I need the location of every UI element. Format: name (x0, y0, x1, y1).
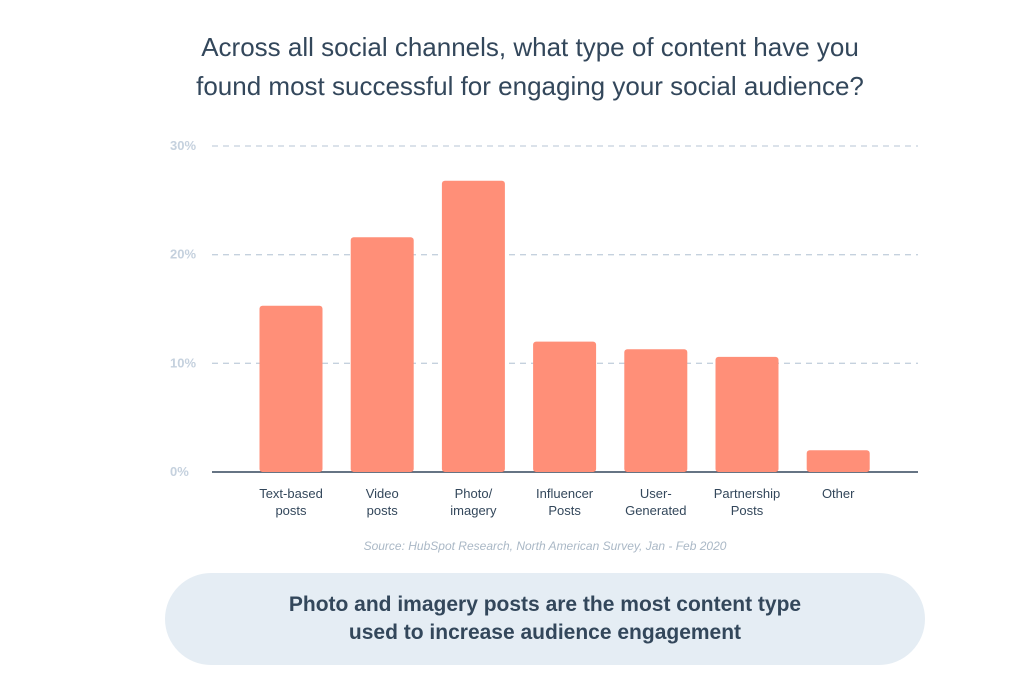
y-tick-label: 30% (170, 138, 196, 153)
bar (350, 237, 414, 472)
y-tick-label: 20% (170, 247, 196, 262)
y-tick-label: 0% (170, 464, 189, 479)
x-tick-label: Text-based posts (259, 486, 323, 518)
callout-box: Photo and imagery posts are the most con… (165, 573, 925, 665)
bar (259, 305, 323, 472)
chart-title: Across all social channels, what type of… (196, 32, 864, 101)
bar (715, 356, 779, 472)
x-tick-label: Influencer Posts (536, 486, 594, 518)
x-tick-label: Photo/imagery (450, 486, 497, 518)
x-tick-label: User-Generated (625, 486, 686, 518)
x-axis-labels: Text-based posts Video posts Photo/imagery In… (259, 486, 855, 518)
x-tick-label: Other (822, 486, 855, 501)
bars (259, 180, 870, 473)
bar (624, 349, 688, 472)
bar (533, 341, 597, 472)
y-tick-label: 10% (170, 355, 196, 370)
bar (806, 450, 870, 472)
x-tick-label: Video posts (366, 486, 399, 518)
source-note: Source: HubSpot Research, North American… (363, 539, 727, 553)
bar (441, 180, 505, 473)
x-tick-label: Partnership Posts (714, 486, 780, 518)
bar-chart: 0% 10% 20% 30% Text-based posts Video posts Pho… (170, 138, 918, 518)
callout-text: Photo and imagery posts are the most con… (288, 593, 802, 644)
